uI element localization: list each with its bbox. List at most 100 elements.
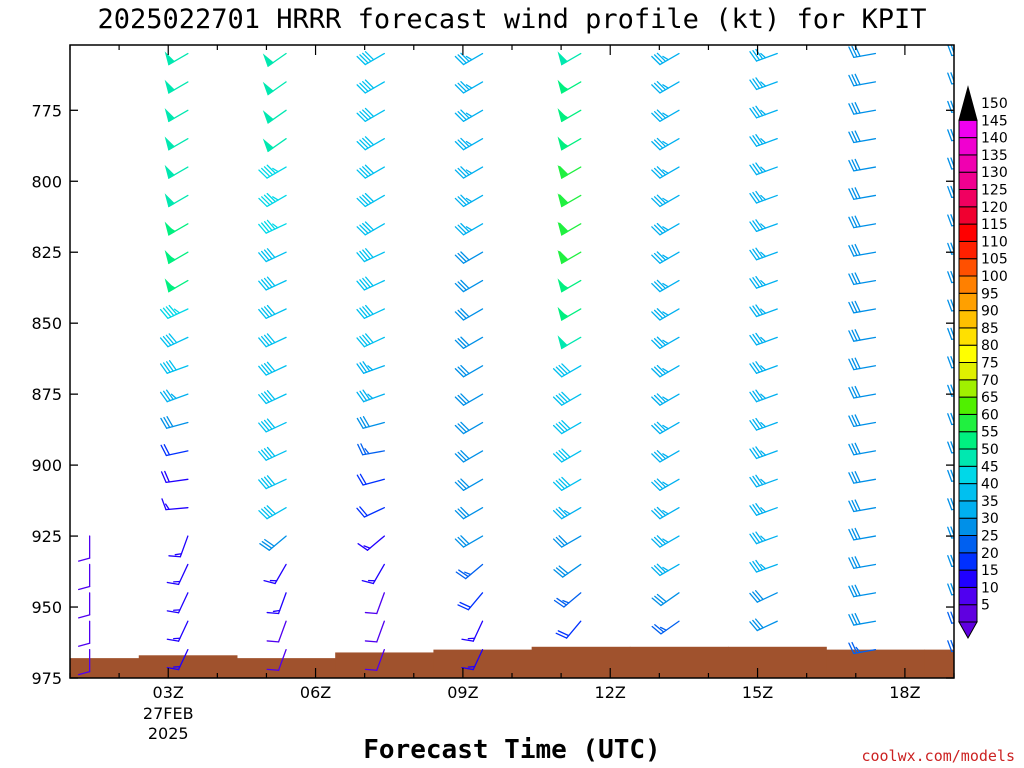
- colorbar-label: 5: [981, 598, 990, 614]
- wind-barb: [848, 584, 877, 598]
- wind-barb: [454, 364, 484, 378]
- colorbar-label: 65: [981, 390, 999, 406]
- wind-barb: [164, 221, 189, 236]
- wind-barb: [455, 563, 484, 580]
- wind-barb: [262, 138, 287, 153]
- colorbar-label: 140: [981, 131, 1008, 147]
- wind-barb: [651, 194, 680, 208]
- plot-area: [69, 44, 955, 679]
- wind-barb: [651, 222, 680, 236]
- colorbar-swatch: [958, 327, 978, 346]
- ground-segment: [629, 646, 729, 678]
- wind-barb: [461, 620, 484, 642]
- wind-barb: [258, 446, 287, 461]
- barb-column: [258, 52, 287, 671]
- wind-barb: [651, 506, 680, 520]
- wind-barb: [651, 52, 680, 66]
- colorbar-swatch: [958, 258, 978, 277]
- wind-barb: [749, 219, 778, 233]
- wind-barb: [356, 79, 385, 94]
- wind-barb: [557, 193, 582, 208]
- wind-barb: [848, 158, 877, 172]
- wind-barb: [947, 412, 954, 426]
- ground-segment: [531, 646, 631, 678]
- colorbar-swatch: [958, 171, 978, 190]
- wind-barb: [77, 563, 91, 591]
- wind-barb: [356, 361, 385, 374]
- wind-barb: [454, 478, 484, 491]
- colorbar-swatch: [958, 119, 978, 139]
- wind-barb: [364, 620, 385, 643]
- wind-barb: [651, 620, 680, 635]
- wind-barb: [557, 164, 582, 180]
- colorbar-label: 40: [981, 477, 999, 493]
- wind-barb: [749, 48, 778, 62]
- wind-barb: [848, 300, 877, 314]
- wind-barb: [356, 333, 385, 348]
- wind-barb: [651, 393, 680, 406]
- wind-barb: [557, 136, 582, 151]
- ground-segment: [433, 649, 533, 678]
- wind-barb: [947, 469, 954, 482]
- wind-barb: [848, 556, 877, 569]
- y-tick-label: 950: [31, 598, 62, 617]
- wind-barb: [947, 128, 954, 142]
- colorbar-swatch: [958, 413, 978, 433]
- colorbar-swatch: [958, 552, 978, 571]
- y-tick-label: 925: [31, 527, 62, 546]
- colorbar-label: 10: [981, 580, 999, 596]
- wind-barb: [651, 81, 680, 94]
- colorbar-label: 120: [981, 200, 1008, 216]
- wind-barb: [848, 471, 877, 484]
- wind-barb: [848, 130, 877, 144]
- barb-column: [159, 51, 189, 671]
- wind-barb: [749, 332, 778, 346]
- ground-segment: [70, 658, 140, 678]
- wind-barb: [258, 164, 287, 179]
- wind-barb: [454, 137, 484, 151]
- x-axis-label: Forecast Time (UTC): [363, 735, 660, 765]
- wind-barb: [947, 639, 954, 653]
- wind-barb: [749, 77, 778, 91]
- colorbar-swatch: [958, 517, 978, 537]
- wind-barb: [749, 618, 778, 632]
- wind-barb: [356, 248, 385, 263]
- wind-barb: [364, 592, 385, 615]
- wind-barb: [160, 416, 189, 429]
- y-axis: 775 800 825 850 875 900 925 950 975: [31, 101, 954, 688]
- wind-barb: [454, 52, 484, 66]
- wind-barb: [454, 166, 484, 179]
- wind-barb: [947, 554, 954, 568]
- wind-barb: [557, 335, 582, 350]
- wind-barb: [848, 329, 877, 342]
- wind-barb: [357, 443, 385, 456]
- colorbar-swatch: [958, 240, 978, 260]
- wind-barb: [454, 109, 484, 122]
- wind-barb: [947, 270, 954, 284]
- wind-barb: [552, 363, 582, 378]
- wind-barb: [749, 417, 778, 431]
- wind-barb: [166, 592, 189, 614]
- wind-barb: [159, 333, 189, 348]
- colorbar-swatch: [958, 223, 978, 242]
- wind-barb: [848, 612, 877, 626]
- wind-barb: [266, 648, 287, 671]
- barb-column: [356, 51, 385, 671]
- wind-barb: [749, 190, 778, 204]
- wind-barb: [552, 391, 582, 406]
- wind-barb: [454, 251, 484, 264]
- colorbar-label: 150: [981, 96, 1008, 112]
- wind-barb: [166, 648, 189, 671]
- y-tick-label: 975: [31, 669, 62, 688]
- wind-barb: [651, 364, 680, 378]
- wind-barb: [461, 648, 484, 671]
- colorbar-swatch: [958, 396, 978, 415]
- wind-barb: [356, 221, 385, 236]
- wind-barb: [457, 592, 484, 611]
- colorbar-label: 110: [981, 234, 1008, 250]
- colorbar-label: 85: [981, 321, 999, 337]
- colorbar-label: 20: [981, 546, 999, 562]
- colorbar-label: 125: [981, 183, 1008, 199]
- wind-barb: [552, 476, 582, 491]
- wind-barb: [164, 108, 189, 123]
